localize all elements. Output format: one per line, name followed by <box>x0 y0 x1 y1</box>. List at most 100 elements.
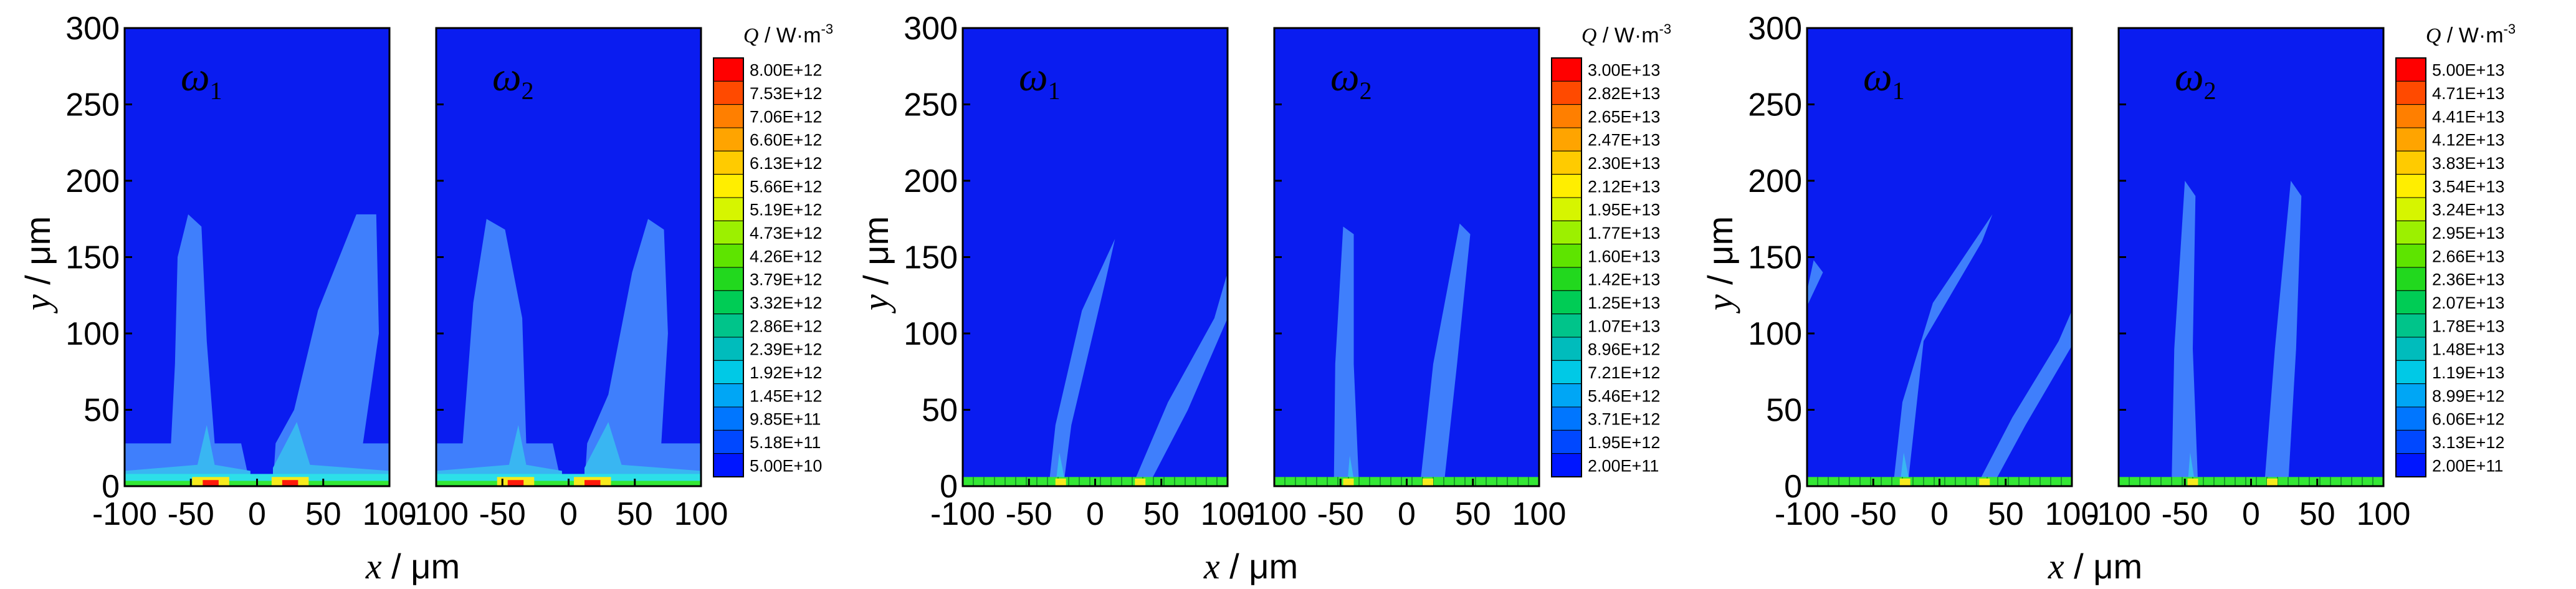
colorbar-label: 5.66E+12 <box>750 177 822 196</box>
colorbar-frame <box>2395 57 2426 477</box>
colorbar-swatch <box>713 360 744 385</box>
x-tick-label: 100 <box>674 496 728 532</box>
colorbar-swatch <box>1551 314 1582 338</box>
colorbar-unit-exp: -3 <box>2504 21 2516 37</box>
contour-level-low <box>1807 260 1823 306</box>
contour-level-mid <box>273 422 389 486</box>
y-tick-label: 0 <box>1784 469 1802 505</box>
y-tick-label: 150 <box>904 240 958 276</box>
panel-label-subscript: 1 <box>1048 77 1061 105</box>
x-tick-label: -100 <box>1775 496 1839 532</box>
contour-level-low <box>2172 181 2198 486</box>
x-tick-label: -100 <box>1242 496 1307 532</box>
colorbar-label: 4.71E+13 <box>2432 84 2504 103</box>
colorbar-label: 8.99E+12 <box>2432 386 2504 405</box>
x-tick-label: 0 <box>1930 496 1949 532</box>
colorbar-swatch <box>713 337 744 361</box>
colorbar-label: 1.25E+13 <box>1588 294 1660 312</box>
y-axis-unit: / μm <box>18 216 57 295</box>
panel-g2-p1: -100 -50 0 50 100 ω2 <box>2086 27 2410 532</box>
colorbar-label: 3.83E+13 <box>2432 154 2504 173</box>
colorbar-swatch <box>2395 290 2426 315</box>
hot-spot <box>1899 478 1911 486</box>
x-tick-label: 100 <box>363 496 417 532</box>
colorbar-label: 4.26E+12 <box>750 247 822 266</box>
colorbar-label: 1.95E+12 <box>1588 433 1660 452</box>
y-tick-label: 100 <box>65 316 120 352</box>
colorbar-symbol: Q <box>2426 24 2441 47</box>
colorbar-swatch <box>2395 150 2426 175</box>
x-tick-label: -100 <box>2086 496 2151 532</box>
colorbar-swatch <box>1551 220 1582 245</box>
x-axis-symbol: x <box>365 546 382 587</box>
colorbar-swatch <box>2395 267 2426 291</box>
contour-level-low <box>1049 239 1115 486</box>
colorbar-label: 2.66E+13 <box>2432 247 2504 266</box>
colorbar-label: 2.12E+13 <box>1588 177 1660 196</box>
colorbar-label: 2.95E+13 <box>2432 224 2504 242</box>
colorbar-label: 1.07E+13 <box>1588 317 1660 335</box>
colorbar-swatch <box>1551 104 1582 128</box>
panel-label: ω2 <box>1330 54 1372 105</box>
x-tick-label: 50 <box>305 496 341 532</box>
y-axis-title: y / μm <box>17 216 58 314</box>
y-tick-label: 250 <box>1748 87 1802 123</box>
colorbar-swatch <box>2395 360 2426 385</box>
panel-label-subscript: 2 <box>522 77 534 105</box>
panel-label: ω1 <box>1863 54 1905 105</box>
axis-titles-g1: y / μmx / μm <box>856 216 1298 587</box>
hot-spot-core <box>203 480 219 486</box>
x-axis-title: x / μm <box>365 546 460 587</box>
panel-label-symbol: ω <box>1863 54 1892 100</box>
colorbar-label: 7.06E+12 <box>750 107 822 126</box>
colorbar-swatch <box>713 244 744 268</box>
colorbar-swatch <box>2395 429 2426 454</box>
x-tick-label: -50 <box>479 496 526 532</box>
y-tick-label: 250 <box>65 87 120 123</box>
colorbar-swatch <box>1551 244 1582 268</box>
colorbar-label: 1.48E+13 <box>2432 340 2504 359</box>
y-tick-label: 250 <box>904 87 958 123</box>
colorbar-title: Q / W·m-3 <box>743 21 833 47</box>
colorbar-unit: / W·m <box>758 24 821 47</box>
colorbar-label: 2.36E+13 <box>2432 271 2504 289</box>
y-tick-label: 50 <box>922 393 958 429</box>
colorbar-swatch <box>713 314 744 338</box>
y-tick-label: 50 <box>1766 393 1802 429</box>
colorbar-label: 5.18E+11 <box>750 433 821 452</box>
x-tick-label: -50 <box>1006 496 1052 532</box>
colorbar-label: 7.53E+12 <box>750 84 822 103</box>
colorbar-swatch <box>2395 244 2426 268</box>
panel-label: ω1 <box>181 54 222 105</box>
colorbar-label: 3.32E+12 <box>750 294 822 312</box>
colorbar-swatch <box>2395 383 2426 408</box>
x-tick-label: 0 <box>248 496 266 532</box>
x-tick-label: -100 <box>404 496 469 532</box>
panel-label: ω1 <box>1019 54 1061 105</box>
panel-label-subscript: 1 <box>210 77 222 105</box>
field-background <box>963 28 1228 486</box>
hot-spot <box>2267 478 2278 486</box>
colorbar-swatch <box>713 127 744 151</box>
panel-g0-p0: 0 50 100 150 200 250 300 -100 -50 0 50 100 ω1 <box>65 11 416 532</box>
x-tick-label: -50 <box>1317 496 1364 532</box>
y-axis-symbol: y <box>1700 294 1740 314</box>
contour-level-low <box>1977 310 2072 486</box>
colorbar-label: 3.54E+13 <box>2432 177 2504 196</box>
colorbar-label: 1.19E+13 <box>2432 363 2504 382</box>
colorbar-swatch <box>2395 174 2426 198</box>
colorbar-g0: Q / W·m-3 8.00E+12 7.53E+12 7.06E+12 6.60E+1… <box>713 21 833 477</box>
colorbar-label: 1.60E+13 <box>1588 247 1660 266</box>
field-background <box>2119 28 2383 486</box>
axis-titles-g0: y / μm x / μm <box>17 216 460 587</box>
colorbar-swatch <box>1551 57 1582 82</box>
colorbar-title: Q / W·m-3 <box>2426 21 2516 47</box>
colorbar-unit: / W·m <box>2441 24 2503 47</box>
colorbar-swatch <box>1551 150 1582 175</box>
hot-spot <box>2187 478 2198 486</box>
hot-spot <box>1135 478 1146 486</box>
colorbar-swatch <box>1551 267 1582 291</box>
x-tick-label: -50 <box>1850 496 1897 532</box>
panel-label-subscript: 1 <box>1892 77 1905 105</box>
